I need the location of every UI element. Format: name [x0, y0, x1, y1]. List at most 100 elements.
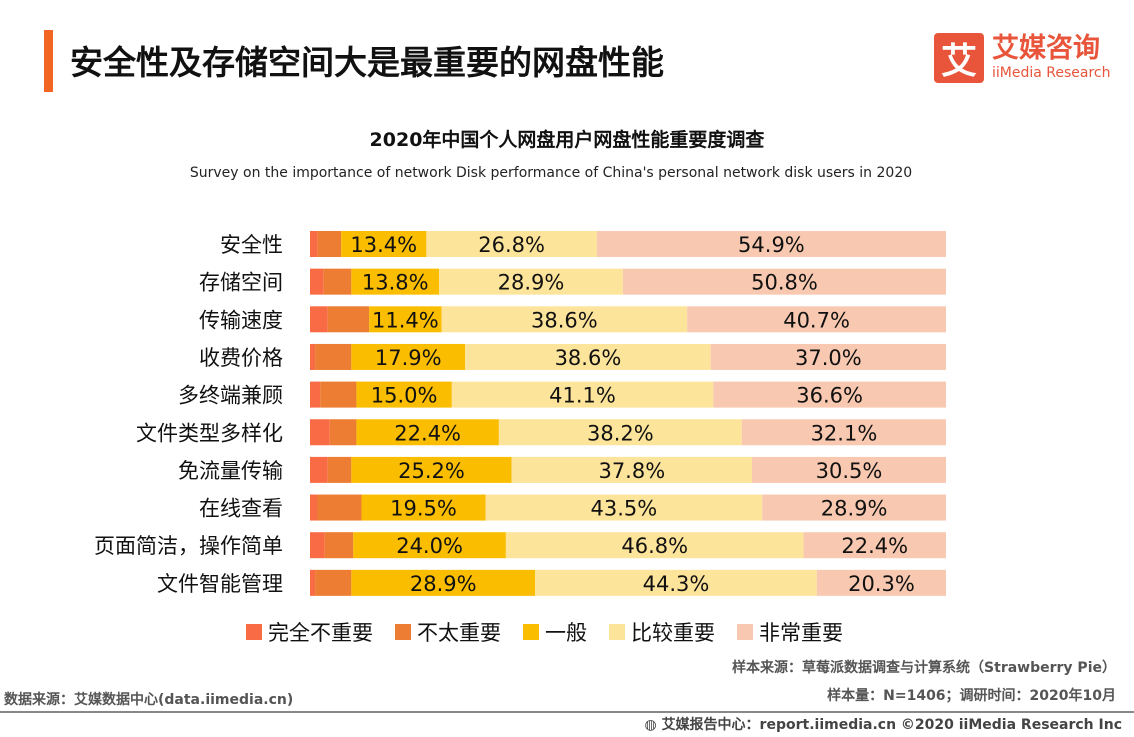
bar-segment	[441, 306, 688, 333]
bar-segment	[310, 231, 318, 257]
bar-segment	[511, 456, 753, 483]
bar-segment	[351, 343, 466, 370]
legend-label: 一般	[545, 621, 587, 645]
data-label: 22.4%	[841, 534, 908, 558]
category-label: 多终端兼顾	[178, 384, 283, 408]
data-label: 26.8%	[478, 233, 545, 257]
bar-segment	[341, 231, 427, 257]
data-label: 28.9%	[410, 572, 477, 596]
legend-label: 非常重要	[759, 621, 843, 645]
data-label: 13.8%	[362, 271, 429, 295]
data-label: 22.4%	[394, 421, 461, 445]
legend-swatch	[523, 624, 539, 640]
bar-segment	[310, 268, 324, 295]
bar-segment	[465, 343, 711, 370]
category-label: 收费价格	[199, 346, 283, 370]
page-title: 安全性及存储空间大是最重要的网盘性能	[70, 43, 664, 82]
data-label: 28.9%	[821, 497, 888, 521]
data-label: 40.7%	[783, 308, 850, 332]
report-text: 艾媒报告中心：report.iimedia.cn ©2020 iiMedia R…	[661, 717, 1122, 733]
bar-segment	[485, 494, 763, 521]
legend-swatch	[737, 624, 753, 640]
bar-segment	[687, 306, 946, 333]
logo: 艾 艾媒咨询 iiMedia Research	[934, 33, 1111, 83]
category-label: 存储空间	[199, 271, 283, 295]
divider	[0, 711, 1134, 713]
legend-label: 完全不重要	[268, 621, 373, 645]
bar-segment	[351, 456, 512, 483]
bar-segment	[310, 569, 316, 596]
data-label: 19.5%	[390, 497, 457, 521]
bar-segment	[320, 381, 357, 408]
bar-segment	[752, 456, 946, 483]
category-label: 在线查看	[199, 497, 283, 521]
data-label: 37.0%	[795, 346, 862, 370]
sample-size: 样本量：N=1406；调研时间：2020年10月	[827, 688, 1116, 704]
bar-segment	[310, 381, 321, 408]
bar-segment	[356, 381, 452, 408]
bar-segment	[741, 419, 946, 446]
data-label: 41.1%	[549, 384, 616, 408]
data-label: 13.4%	[350, 233, 417, 257]
data-label: 38.6%	[531, 308, 598, 332]
data-label: 44.3%	[643, 572, 710, 596]
legend-item: 非常重要	[737, 617, 843, 647]
legend-item: 比较重要	[609, 617, 715, 647]
data-label: 17.9%	[375, 346, 442, 370]
data-label: 20.3%	[848, 572, 915, 596]
bar-segment	[505, 532, 804, 559]
bar-segment	[327, 456, 352, 483]
bar-segment	[816, 569, 946, 596]
data-label: 25.2%	[398, 459, 465, 483]
data-label: 11.4%	[372, 308, 439, 332]
data-label: 36.6%	[796, 384, 863, 408]
data-label: 32.1%	[811, 421, 878, 445]
category-label: 安全性	[220, 233, 283, 257]
data-label: 38.2%	[587, 421, 654, 445]
bar-segment	[498, 419, 742, 446]
bar-segment	[353, 532, 506, 559]
bar-segment	[356, 419, 499, 446]
bar-segment	[310, 419, 330, 446]
logo-cn: 艾媒咨询	[992, 33, 1100, 64]
bar-segment	[451, 381, 714, 408]
legend-item: 不太重要	[395, 617, 501, 647]
category-label: 传输速度	[199, 308, 283, 332]
bar-segment	[329, 419, 357, 446]
bar-segment	[535, 569, 817, 596]
legend: 完全不重要 不太重要 一般 比较重要 非常重要	[246, 617, 843, 647]
data-label: 37.8%	[598, 459, 665, 483]
bar-segment	[323, 268, 352, 295]
logo-mark: 艾	[934, 33, 984, 83]
bar-segment	[315, 569, 352, 596]
logo-en: iiMedia Research	[992, 65, 1111, 81]
bar-segment	[310, 306, 328, 333]
bar-segment	[803, 532, 946, 559]
bar-segment	[310, 532, 325, 559]
data-label: 50.8%	[751, 271, 818, 295]
bar-segment	[310, 456, 328, 483]
data-label: 30.5%	[816, 459, 883, 483]
sample-source: 样本来源：草莓派数据调查与计算系统（Strawberry Pie）	[732, 660, 1116, 676]
bar-segment	[710, 343, 946, 370]
chart-subtitle: Survey on the importance of network Disk…	[189, 165, 913, 181]
bar-segment	[762, 494, 946, 521]
globe-icon: ◍	[644, 717, 662, 733]
category-label: 文件智能管理	[157, 572, 283, 596]
data-label: 46.8%	[621, 534, 688, 558]
title-accent-bar	[44, 30, 53, 92]
category-label: 免流量传输	[178, 459, 283, 483]
bar-segment	[361, 494, 486, 521]
bar-segment	[426, 231, 597, 257]
legend-swatch	[246, 624, 262, 640]
bar-segment	[324, 532, 354, 559]
bar-segment	[351, 268, 440, 295]
data-label: 15.0%	[371, 384, 438, 408]
data-label: 24.0%	[396, 534, 463, 558]
bar-segment	[310, 494, 317, 521]
bar-segment	[317, 231, 342, 257]
report-center: ◍ 艾媒报告中心：report.iimedia.cn ©2020 iiMedia…	[644, 714, 1122, 734]
bar-segment	[439, 268, 623, 295]
bar-segment	[351, 569, 536, 596]
